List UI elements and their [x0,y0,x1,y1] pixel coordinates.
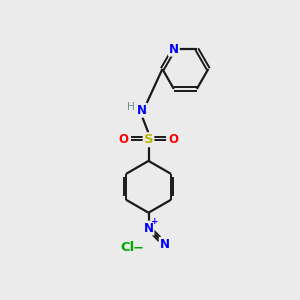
Text: H: H [127,102,134,112]
Text: N: N [160,238,170,251]
Text: O: O [119,133,129,146]
Text: Cl: Cl [120,241,134,254]
Text: N: N [143,221,154,235]
Text: −: − [133,242,144,254]
Text: S: S [144,133,153,146]
Text: +: + [151,217,159,226]
Text: O: O [168,133,178,146]
Text: N: N [169,43,179,56]
Text: N: N [137,104,147,117]
